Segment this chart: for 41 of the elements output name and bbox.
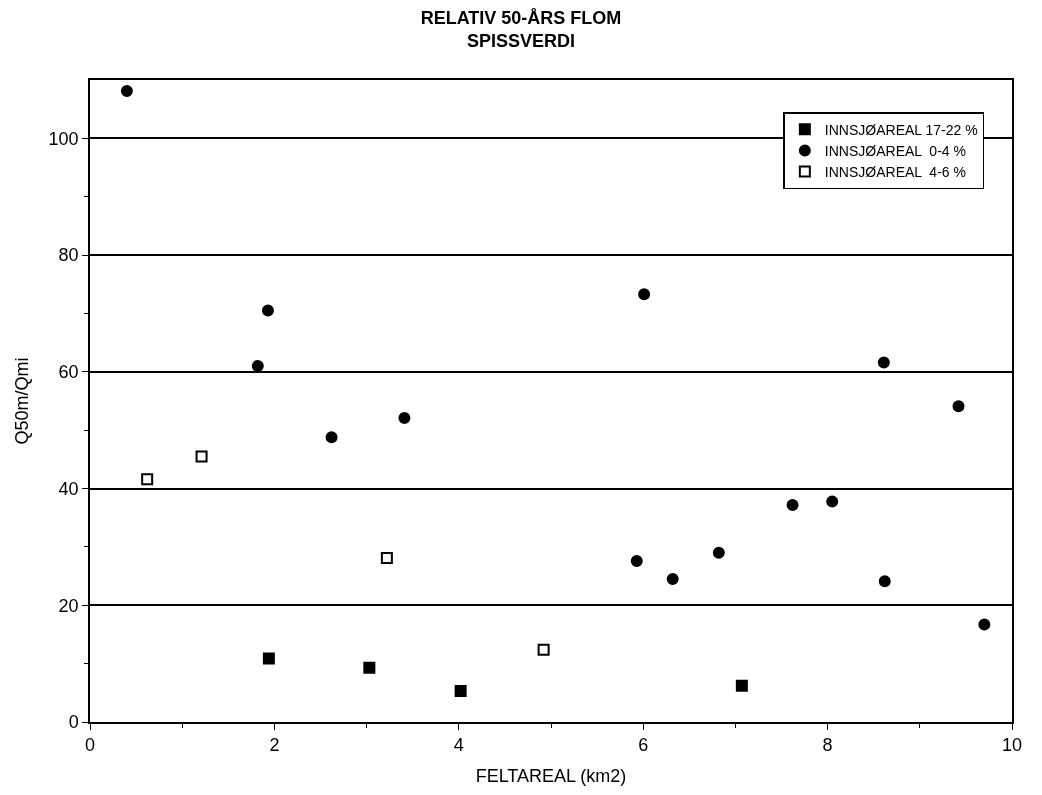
point — [666, 573, 679, 586]
x-tick-label: 6 — [638, 735, 649, 756]
point — [195, 450, 208, 463]
point — [537, 643, 550, 656]
x-tick-label: 8 — [822, 735, 833, 756]
point — [630, 554, 643, 567]
y-tick-label: 20 — [58, 595, 79, 616]
point — [251, 359, 264, 372]
point — [712, 546, 725, 559]
y-tick-label: 60 — [58, 362, 79, 383]
point — [878, 575, 891, 588]
legend-label: INNSJØAREAL 17-22 % — [824, 121, 978, 138]
x-tick-label: 0 — [84, 735, 96, 756]
y-tick-label: 40 — [58, 478, 79, 499]
y-tick-label: 0 — [68, 712, 79, 733]
point — [120, 85, 133, 98]
point — [735, 679, 748, 692]
y-tick-label: 80 — [58, 245, 79, 266]
point — [786, 498, 799, 511]
x-tick-label: 2 — [269, 735, 280, 756]
y-tick-label: 100 — [48, 128, 79, 149]
point — [826, 495, 839, 508]
chart-title: RELATIV 50-ÅRS FLOM SPISSVERDI — [420, 7, 622, 52]
point — [978, 618, 991, 631]
x-tick-label: 10 — [1001, 735, 1023, 756]
point — [325, 431, 338, 444]
point — [454, 685, 467, 698]
point — [141, 473, 154, 486]
legend-label: INNSJØAREAL 0-4 % — [824, 142, 966, 159]
point — [261, 304, 274, 317]
point — [363, 661, 376, 674]
point — [398, 411, 411, 424]
point — [380, 552, 393, 564]
point — [877, 356, 890, 369]
point — [262, 652, 275, 665]
x-axis-title: FELTAREAL (km2) — [475, 765, 627, 786]
point — [638, 288, 651, 301]
point — [952, 400, 965, 413]
x-tick-label: 4 — [453, 735, 464, 756]
legend-label: INNSJØAREAL 4-6 % — [824, 164, 966, 181]
y-axis-title: Q50m/Qmi — [12, 357, 33, 445]
